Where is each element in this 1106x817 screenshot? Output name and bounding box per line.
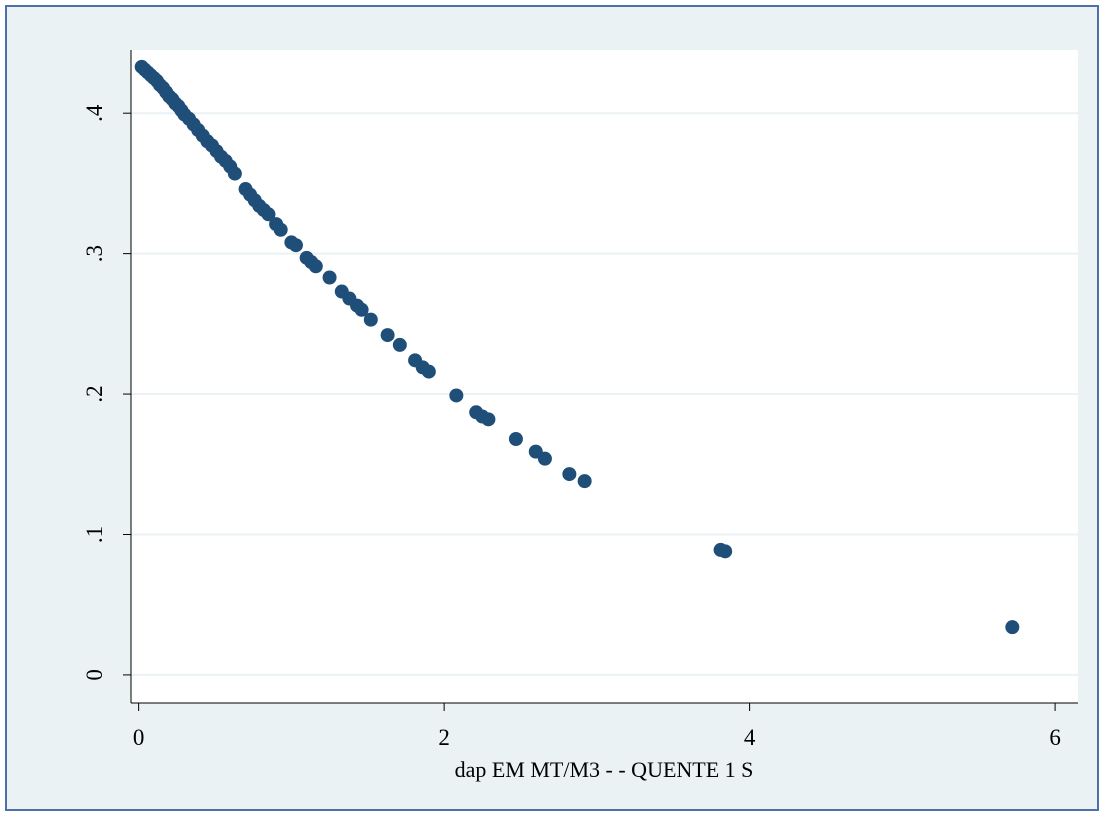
- plot-area: [131, 50, 1078, 703]
- data-point: [308, 259, 323, 274]
- x-tick-label: 2: [438, 725, 450, 750]
- tick-labels: 0 .1 .2 .3 .4 0 2 4 6: [82, 104, 1061, 750]
- data-point: [354, 302, 369, 317]
- data-point: [363, 312, 378, 327]
- data-point: [322, 270, 337, 285]
- data-point: [481, 412, 496, 427]
- data-point: [380, 328, 395, 343]
- data-point: [273, 222, 288, 237]
- data-point: [261, 207, 276, 222]
- data-point: [227, 166, 242, 181]
- x-tick-label: 6: [1049, 725, 1061, 750]
- data-point: [449, 388, 464, 403]
- data-point: [718, 544, 733, 559]
- data-point: [537, 451, 552, 466]
- y-tick-label: .4: [82, 104, 107, 122]
- data-point: [421, 364, 436, 379]
- x-axis-title: dap EM MT/M3 - - QUENTE 1 S: [455, 757, 754, 782]
- axes: [123, 50, 1078, 711]
- data-point: [562, 467, 577, 482]
- data-point: [392, 337, 407, 352]
- data-point: [577, 474, 592, 489]
- data-point: [1005, 620, 1020, 635]
- y-tick-label: .3: [82, 245, 107, 262]
- data-point: [288, 238, 303, 253]
- grid-lines: [131, 112, 1078, 676]
- x-tick-label: 0: [133, 725, 145, 750]
- x-tick-label: 4: [744, 725, 756, 750]
- y-tick-label: 0: [82, 669, 107, 681]
- y-tick-label: .2: [82, 385, 107, 402]
- data-point: [508, 431, 523, 446]
- data-points: [134, 59, 1020, 635]
- y-tick-label: .1: [82, 526, 107, 543]
